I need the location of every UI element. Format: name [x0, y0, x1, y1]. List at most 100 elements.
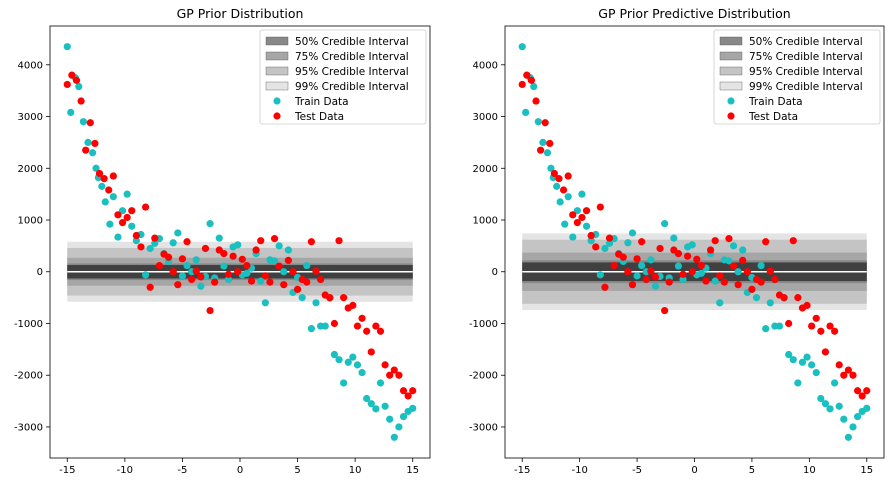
legend-label: Train Data [748, 96, 803, 108]
data-point [748, 285, 756, 293]
data-point [596, 271, 604, 279]
data-point [817, 394, 825, 403]
data-point [335, 237, 343, 245]
x-tick-label: 0 [237, 465, 243, 476]
data-point [367, 400, 375, 408]
legend: 50% Credible Interval 75% Credible Interv… [713, 29, 881, 125]
x-tick-label: 5 [749, 465, 755, 476]
data-point [141, 203, 150, 211]
data-point [674, 250, 683, 258]
data-point [141, 271, 150, 279]
data-point [192, 256, 200, 264]
data-point [395, 371, 403, 379]
data-point [105, 186, 113, 194]
data-point [363, 327, 371, 335]
data-point [67, 108, 75, 116]
data-point [592, 243, 600, 251]
data-point [546, 139, 554, 148]
data-point [321, 322, 329, 330]
data-point [82, 146, 90, 154]
data-point [826, 322, 834, 330]
data-point [363, 394, 371, 403]
data-point [633, 255, 641, 263]
data-point [633, 272, 641, 280]
data-point [293, 285, 302, 293]
data-point [651, 273, 660, 281]
data-point [523, 71, 531, 79]
legend-swatch [719, 36, 743, 46]
data-point [711, 277, 719, 285]
data-point [261, 272, 269, 280]
y-tick-label: 3000 [473, 112, 498, 123]
data-point [211, 278, 219, 286]
data-point [409, 404, 417, 412]
data-point [91, 139, 99, 148]
data-point [539, 138, 547, 147]
data-point [284, 246, 292, 254]
data-point [372, 405, 380, 413]
data-point [702, 277, 710, 285]
data-point [395, 423, 403, 431]
data-point [75, 82, 83, 91]
data-point [381, 402, 389, 410]
data-point [582, 222, 591, 230]
data-point [844, 366, 852, 374]
data-point [358, 369, 366, 377]
data-point [128, 222, 136, 230]
data-point [77, 97, 85, 105]
data-point [243, 261, 251, 270]
data-point [638, 238, 646, 246]
y-tick-label: 2000 [18, 164, 43, 175]
data-point [734, 268, 742, 276]
data-point [174, 229, 182, 237]
y-tick-label: -2000 [469, 371, 498, 382]
data-point [100, 175, 108, 183]
series-test-data [518, 71, 871, 400]
data-point [317, 275, 325, 284]
data-point [307, 238, 315, 246]
data-point [330, 350, 339, 359]
legend: 50% Credible Interval 75% Credible Interv… [259, 29, 427, 125]
data-point [835, 402, 843, 410]
x-tick-label: 15 [860, 465, 873, 476]
data-point [151, 234, 159, 242]
data-point [257, 237, 265, 245]
data-point [739, 256, 747, 264]
data-point [601, 244, 609, 253]
data-point [697, 261, 705, 270]
data-point [146, 283, 154, 291]
data-point [303, 278, 311, 286]
legend-swatch [265, 66, 289, 76]
legend-label: 50% Credible Interval [749, 36, 863, 48]
data-point [386, 371, 394, 379]
data-point [743, 268, 751, 276]
data-point [372, 322, 380, 330]
data-point [280, 268, 288, 276]
data-point [831, 379, 839, 387]
legend-label: Test Data [748, 111, 798, 123]
y-tick-label: -3000 [469, 422, 498, 433]
x-tick-label: -10 [571, 465, 587, 476]
data-point [114, 211, 122, 219]
data-point [564, 193, 572, 201]
data-point [399, 413, 408, 421]
series-train-data [63, 43, 417, 441]
data-point [573, 207, 581, 215]
x-tick-label: -5 [632, 465, 642, 476]
data-point [174, 281, 182, 289]
data-point [399, 387, 408, 395]
legend-box [713, 29, 881, 125]
data-point [661, 220, 669, 228]
data-point [532, 97, 540, 105]
data-point [109, 193, 117, 201]
data-point [95, 169, 104, 178]
data-point [547, 164, 555, 172]
data-point [79, 118, 87, 126]
data-point [63, 80, 71, 89]
series-test-data [63, 71, 417, 400]
data-point [596, 203, 604, 211]
data-point [312, 299, 320, 307]
data-point [697, 269, 705, 277]
data-point [665, 278, 673, 286]
data-point [780, 294, 788, 302]
